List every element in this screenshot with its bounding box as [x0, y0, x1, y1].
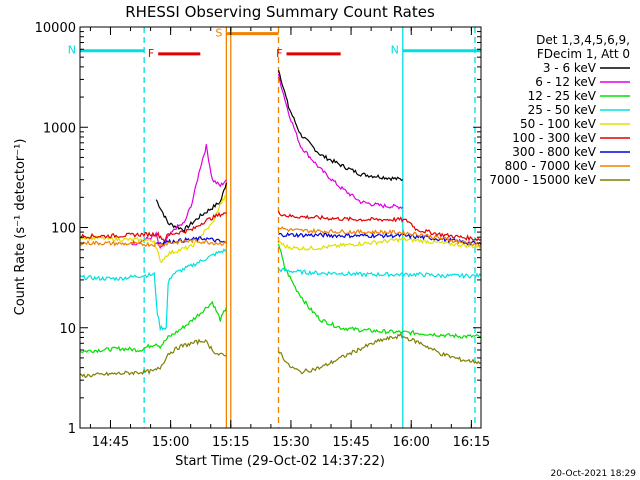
legend-label-0: 3 - 6 keV — [543, 61, 597, 75]
y-tick-label-0: 1 — [68, 422, 76, 437]
series-0-segment-1 — [277, 70, 404, 182]
flag-label-0: F — [148, 47, 154, 60]
x-tick-label-4: 15:45 — [332, 435, 369, 450]
axes: 1 10 100 1000 10000 14:45 15:00 15:15 15:30 15:45… — [35, 21, 490, 450]
series-8-segment-0 — [79, 338, 227, 379]
legend-label-5: 100 - 300 keV — [512, 131, 596, 145]
legend: Det 1,3,4,5,6,9,FDecim 1, Att 03 - 6 keV… — [489, 33, 630, 187]
legend-header-0: Det 1,3,4,5,6,9, — [536, 33, 630, 47]
legend-label-3: 25 - 50 keV — [528, 103, 597, 117]
series-3-segment-1 — [278, 267, 482, 279]
x-tick-label-5: 16:00 — [392, 435, 429, 450]
series-1-segment-0 — [130, 144, 227, 250]
series-2-segment-1 — [277, 243, 482, 339]
legend-label-1: 6 - 12 keV — [535, 75, 597, 89]
series-5-segment-1 — [277, 211, 482, 242]
legend-label-6: 300 - 800 keV — [512, 145, 596, 159]
x-tick-label-3: 15:30 — [272, 435, 309, 450]
series-7-segment-1 — [278, 226, 482, 247]
y-tick-label-4: 10000 — [35, 21, 76, 36]
y-axis-label: Count Rate (s⁻¹ detector⁻¹) — [13, 139, 28, 316]
x-axis-label: Start Time (29-Oct-02 14:37:22) — [175, 454, 385, 469]
series-4-segment-1 — [277, 237, 482, 251]
series-5-segment-0 — [79, 211, 227, 242]
x-tick-label-0: 14:45 — [92, 435, 129, 450]
plot-area: F F N N S — [68, 27, 482, 428]
legend-label-4: 50 - 100 keV — [520, 117, 597, 131]
chart-title: RHESSI Observing Summary Count Rates — [125, 3, 435, 21]
flag-label-3: N — [391, 44, 399, 57]
flag-label-4: S — [215, 27, 222, 40]
series-7-segment-0 — [79, 238, 227, 248]
series-4-segment-0 — [79, 194, 227, 264]
series-8-segment-1 — [278, 332, 482, 375]
y-tick-label-3: 1000 — [43, 121, 76, 136]
footer-date: 20-Oct-2021 18:29 — [551, 469, 637, 479]
series-2-segment-0 — [79, 300, 227, 354]
legend-label-2: 12 - 25 keV — [528, 89, 597, 103]
y-tick-label-2: 100 — [51, 222, 76, 237]
flag-label-2: N — [68, 44, 76, 57]
x-tick-label-6: 16:15 — [453, 435, 490, 450]
series-0-segment-0 — [155, 182, 227, 233]
legend-label-7: 800 - 7000 keV — [505, 159, 597, 173]
series-3-segment-0 — [79, 248, 227, 332]
x-tick-label-2: 15:15 — [212, 435, 249, 450]
x-tick-label-1: 15:00 — [152, 435, 189, 450]
flag-label-1: F — [276, 47, 282, 60]
y-tick-label-1: 10 — [59, 322, 76, 337]
legend-label-8: 7000 - 15000 keV — [489, 173, 596, 187]
legend-header-1: FDecim 1, Att 0 — [537, 47, 630, 61]
series-1-segment-1 — [277, 73, 404, 210]
